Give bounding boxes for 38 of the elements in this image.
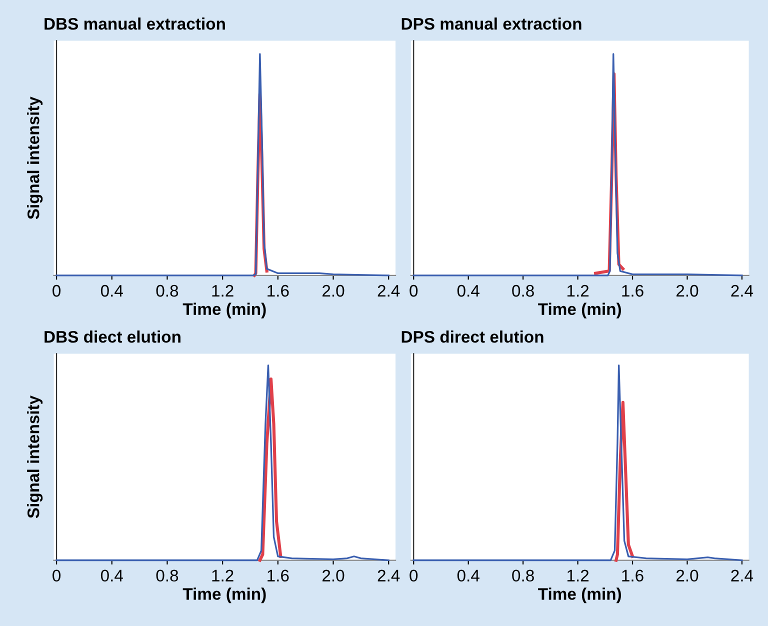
chart-title: DPS manual extraction <box>402 18 582 30</box>
x-tick-label: 0.8 <box>512 284 534 297</box>
chart-title: DBS diect elution <box>44 330 180 343</box>
x-tick-label: 2.0 <box>322 570 344 582</box>
x-tick-label: 2.0 <box>676 570 698 582</box>
x-tick-label: 0.4 <box>100 284 123 297</box>
x-tick-label: 0 <box>52 570 61 582</box>
x-tick-label: 1.6 <box>622 284 644 297</box>
x-tick-label: 1.6 <box>622 570 644 582</box>
x-tick-label: 0.4 <box>457 570 480 582</box>
x-tick-label: 1.2 <box>567 570 589 582</box>
x-tick-label: 0.4 <box>100 570 123 582</box>
x-axis-title: Time (min) <box>182 302 266 318</box>
x-tick-label: 2.4 <box>378 570 400 582</box>
x-tick-label: 1.6 <box>268 284 289 297</box>
x-tick-label: 2.4 <box>731 570 754 582</box>
y-axis-title: Signal intensity <box>27 395 43 518</box>
x-tick-label: 1.6 <box>268 570 289 582</box>
x-tick-label: 2.0 <box>322 284 344 297</box>
x-tick-label: 0 <box>410 570 418 582</box>
x-tick-label: 0.8 <box>156 284 178 297</box>
x-tick-label: 2.0 <box>676 284 698 297</box>
chart-title: DPS direct elution <box>402 330 544 343</box>
chart-title: DBS manual extraction <box>44 18 225 30</box>
x-axis-title: Time (min) <box>538 302 621 318</box>
x-tick-label: 0.4 <box>457 284 480 297</box>
x-tick-label: 2.4 <box>378 284 400 297</box>
x-axis-title: Time (min) <box>182 588 266 604</box>
x-tick-label: 1.2 <box>567 284 589 297</box>
x-tick-label: 0 <box>410 284 418 297</box>
x-axis-title: Time (min) <box>538 588 621 604</box>
x-tick-label: 1.2 <box>212 284 234 297</box>
x-tick-label: 1.2 <box>212 570 234 582</box>
x-tick-label: 0 <box>52 284 61 297</box>
x-tick-label: 0.8 <box>512 570 534 582</box>
x-tick-label: 0.8 <box>156 570 178 582</box>
y-axis-title: Signal intensity <box>27 96 43 220</box>
x-tick-label: 2.4 <box>731 284 754 297</box>
